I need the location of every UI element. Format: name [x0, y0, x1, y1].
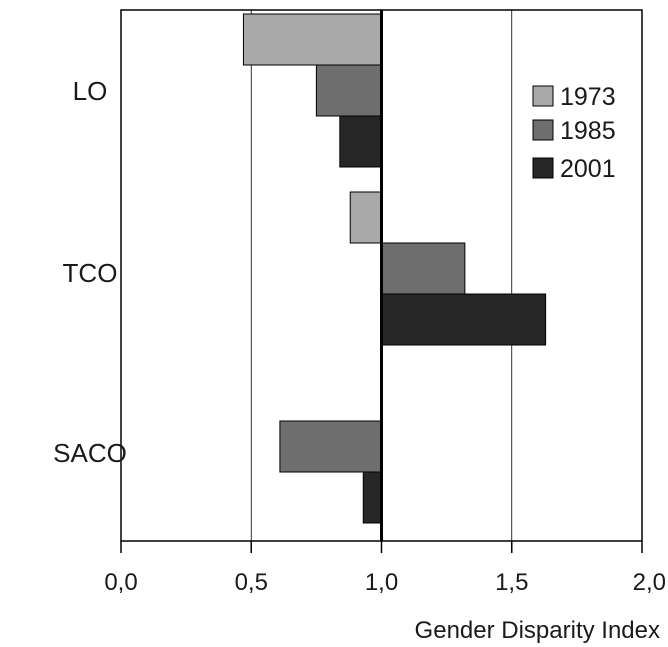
- legend-label-1985: 1985: [560, 117, 616, 145]
- category-labels: LO TCO SACO: [53, 76, 127, 468]
- bar-saco-1985: [279, 420, 382, 473]
- x-tick-label-3: 1,5: [495, 569, 528, 596]
- x-tick-label-0: 0,0: [104, 569, 137, 596]
- legend-label-2001: 2001: [560, 155, 616, 183]
- x-tick-label-4: 2,0: [633, 569, 666, 596]
- bar-lo-2001: [339, 115, 383, 168]
- bar-tco-2001: [381, 293, 547, 346]
- x-axis-title: Gender Disparity Index: [415, 617, 660, 644]
- x-tick-label-1: 0,5: [235, 569, 268, 596]
- bar-lo-1985: [315, 64, 382, 117]
- legend-swatch-1973: [532, 85, 554, 107]
- legend-swatch-1985: [532, 119, 554, 141]
- x-tick-label-2: 1,0: [365, 569, 398, 596]
- legend: 1973 1985 2001: [532, 83, 616, 183]
- legend-swatch-2001: [532, 157, 554, 179]
- category-label-lo: LO: [73, 76, 108, 106]
- bar-tco-1985: [381, 242, 466, 295]
- category-label-tco: TCO: [63, 258, 118, 288]
- bar-tco-1973: [349, 191, 382, 244]
- category-label-saco: SACO: [53, 438, 127, 468]
- legend-label-1973: 1973: [560, 83, 616, 111]
- bar-saco-2001: [362, 471, 383, 524]
- bars: [242, 13, 547, 524]
- bar-lo-1973: [242, 13, 382, 66]
- x-axis: 0,0 0,5 1,0 1,5 2,0: [104, 541, 666, 596]
